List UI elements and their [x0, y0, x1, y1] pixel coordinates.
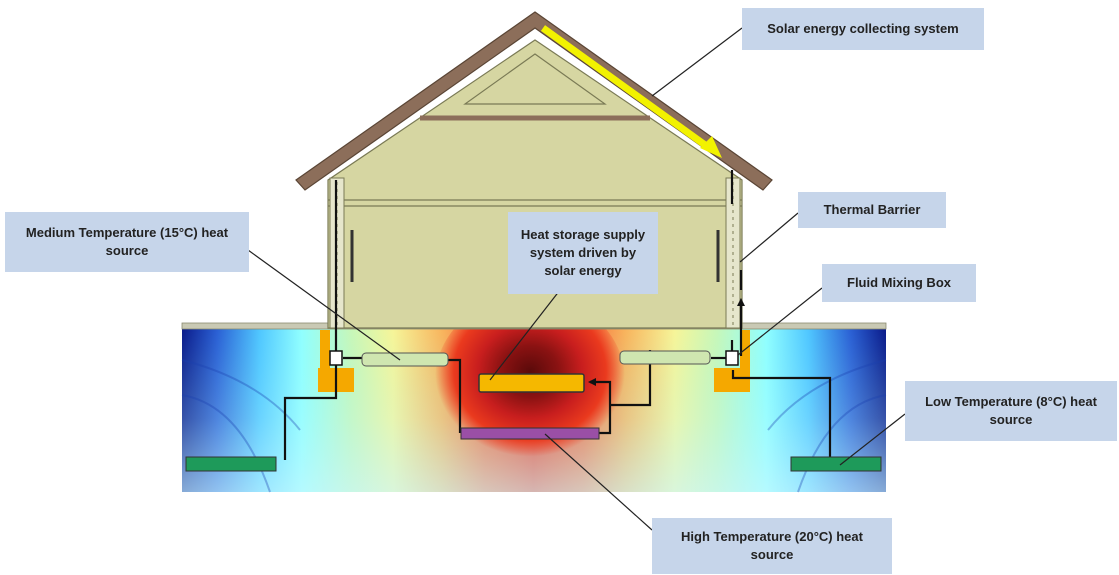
high-temp-source-label: High Temperature (20°C) heat source	[652, 518, 892, 574]
low-temperature-pipe	[790, 456, 882, 472]
fluid-mixing-box-text: Fluid Mixing Box	[847, 275, 951, 290]
low-temp-source-text: Low Temperature (8°C) heat source	[925, 394, 1097, 427]
pipe-network	[283, 170, 832, 460]
heat-storage-text: Heat storage supply system driven by sol…	[520, 227, 646, 278]
high-temp-source-text: High Temperature (20°C) heat source	[681, 529, 863, 562]
medium-mixing-pipe-right	[619, 350, 711, 365]
high-temperature-pipe	[460, 427, 600, 440]
fluid-mixing-box-left	[329, 350, 343, 366]
heat-storage-label: Heat storage supply system driven by sol…	[508, 212, 658, 294]
medium-temp-source-text: Medium Temperature (15°C) heat source	[25, 225, 229, 258]
solar-collector-text: Solar energy collecting system	[767, 21, 959, 36]
solar-energy-arrow	[540, 25, 715, 153]
thermal-barrier-label: Thermal Barrier	[798, 192, 946, 228]
medium-temperature-pipe	[185, 456, 277, 472]
solar-collector-label: Solar energy collecting system	[742, 8, 984, 50]
medium-mixing-pipe-left	[361, 352, 449, 367]
medium-temp-source-label: Medium Temperature (15°C) heat source	[5, 212, 249, 272]
thermal-barrier-text: Thermal Barrier	[823, 202, 921, 217]
fluid-mixing-box-right	[725, 350, 739, 366]
heat-storage-unit	[478, 373, 585, 393]
leader-lines	[247, 27, 906, 531]
fluid-mixing-box-label: Fluid Mixing Box	[822, 264, 976, 302]
roof	[295, 11, 773, 191]
attic-truss	[463, 53, 607, 105]
low-temp-source-label: Low Temperature (8°C) heat source	[905, 381, 1117, 441]
soil-temperature-field	[181, 295, 887, 493]
